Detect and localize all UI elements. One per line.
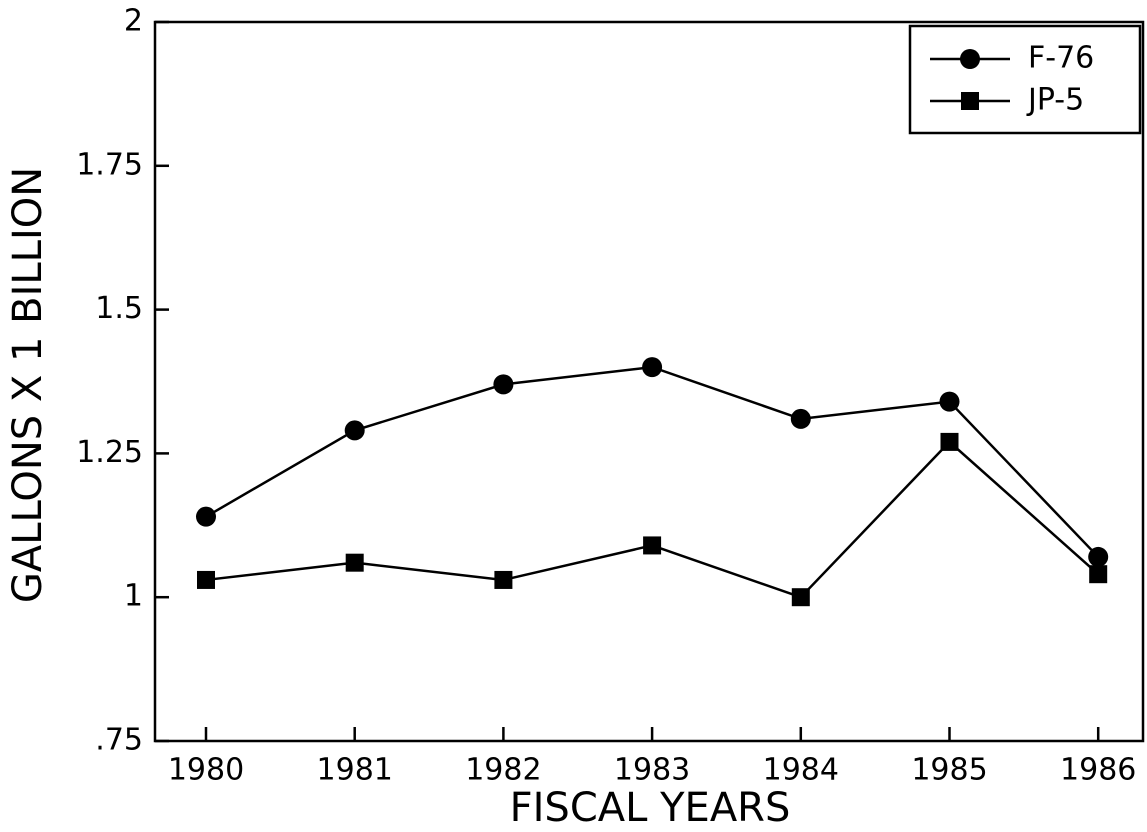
x-tick-label: 1980 [168, 753, 244, 788]
plot-frame [153, 20, 1145, 743]
y-tick-label: 1.5 [95, 291, 143, 326]
legend-label: JP-5 [1026, 83, 1084, 118]
legend-box [908, 24, 1142, 135]
series-line [205, 440, 1100, 599]
y-tick-label: 2 [124, 4, 143, 39]
x-tick-label: 1982 [465, 753, 541, 788]
y-tick-label: 1.25 [76, 435, 143, 470]
data-point [345, 553, 364, 572]
data-point [1089, 565, 1108, 584]
series-line [205, 365, 1100, 558]
x-tick-label: 1983 [614, 753, 690, 788]
data-point [1088, 546, 1109, 567]
data-point [196, 506, 216, 527]
data-point [197, 570, 215, 589]
data-point [493, 374, 514, 395]
legend-marker [960, 49, 980, 69]
x-tick-label: 1985 [911, 753, 987, 788]
data-point [494, 570, 513, 589]
data-point [939, 391, 960, 412]
x-axis-title: FISCAL YEARS [510, 785, 791, 831]
data-point [790, 408, 811, 429]
y-tick-label: 1.75 [76, 147, 143, 182]
y-axis-title: GALLONS X 1 BILLION [5, 167, 51, 603]
data-point [791, 588, 810, 607]
data-point [940, 432, 959, 451]
data-point [642, 357, 663, 378]
legend-marker [961, 92, 979, 110]
y-tick-label: .75 [95, 723, 143, 758]
x-tick-label: 1984 [763, 753, 839, 788]
data-point [344, 420, 365, 441]
x-tick-label: 1986 [1060, 753, 1136, 788]
y-tick-label: 1 [124, 579, 143, 614]
data-point [643, 536, 662, 555]
x-tick-label: 1981 [317, 753, 393, 788]
legend-label: F-76 [1028, 41, 1094, 76]
